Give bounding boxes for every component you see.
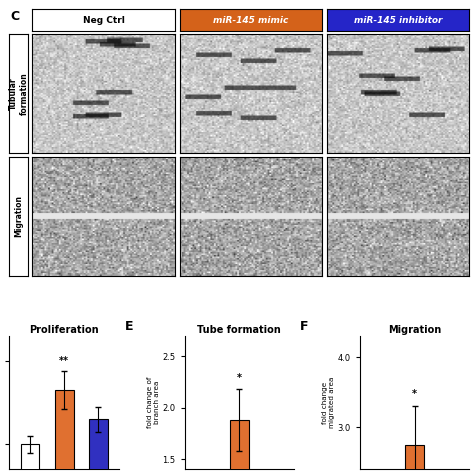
Text: *: * — [412, 390, 417, 400]
Bar — [89, 419, 108, 474]
Text: miR-145 mimic: miR-145 mimic — [213, 16, 289, 25]
Bar — [405, 445, 424, 474]
Text: *: * — [237, 373, 242, 383]
Text: Neg Ctrl: Neg Ctrl — [83, 16, 125, 25]
Bar — [55, 390, 73, 474]
Text: miR-145 inhibitor: miR-145 inhibitor — [354, 16, 442, 25]
Text: Migration: Migration — [14, 195, 23, 237]
Text: E: E — [124, 320, 133, 333]
Title: Proliferation: Proliferation — [29, 325, 99, 335]
Bar — [230, 420, 249, 474]
Y-axis label: fold change of
branch area: fold change of branch area — [147, 377, 160, 428]
Bar — [20, 444, 39, 474]
Text: **: ** — [59, 356, 69, 366]
Y-axis label: fold change
migrated area: fold change migrated area — [322, 377, 335, 428]
Text: F: F — [300, 320, 308, 333]
Text: C: C — [10, 10, 19, 23]
Text: Tubular
formation: Tubular formation — [9, 73, 28, 115]
Title: Migration: Migration — [388, 325, 441, 335]
Title: Tube formation: Tube formation — [198, 325, 281, 335]
